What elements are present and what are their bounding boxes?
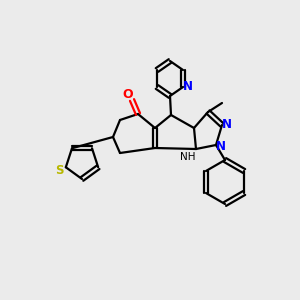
Text: N: N (183, 80, 193, 94)
Text: S: S (56, 164, 64, 177)
Text: N: N (216, 140, 226, 152)
Text: O: O (123, 88, 133, 101)
Text: N: N (222, 118, 232, 130)
Text: NH: NH (180, 152, 196, 162)
